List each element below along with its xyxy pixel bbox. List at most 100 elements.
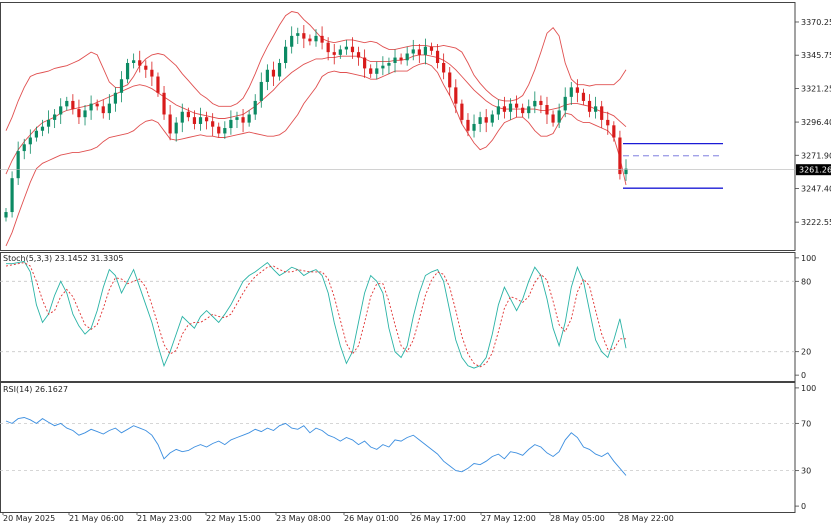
candle-body <box>387 62 391 66</box>
candle-body <box>125 62 130 80</box>
candle-body <box>83 110 87 118</box>
candle-body <box>606 119 610 126</box>
candle-body <box>180 111 184 123</box>
price-tick-label: 3345.75 <box>801 51 831 60</box>
candle-body <box>350 46 355 53</box>
candle-body <box>338 49 342 55</box>
candle-body <box>612 125 616 138</box>
candle-body <box>587 100 592 112</box>
candle-body <box>411 49 415 54</box>
candle-body <box>241 117 245 123</box>
time-tick-label: 26 May 01:00 <box>344 514 399 523</box>
candle-body <box>521 107 525 114</box>
stoch-tick-label: 20 <box>801 348 811 357</box>
stochastic-label: Stoch(5,3,3) 23.1452 31.3305 <box>3 254 123 263</box>
candle-body <box>618 137 622 175</box>
rsi-line <box>5 417 627 476</box>
candle-body <box>53 114 57 120</box>
candle-body <box>132 60 136 63</box>
rsi-panel-frame <box>0 382 796 513</box>
stoch-tick-label: 100 <box>801 254 816 263</box>
time-tick-label: 23 May 08:00 <box>276 514 331 523</box>
candle-body <box>296 33 300 36</box>
candle-body <box>34 130 38 138</box>
candle-body <box>454 87 458 104</box>
candle-body <box>472 123 476 131</box>
stoch-tick-label: 80 <box>801 277 811 286</box>
candle-body <box>95 103 99 107</box>
candle-body <box>71 100 75 110</box>
time-tick-label: 22 May 15:00 <box>206 514 261 523</box>
candle-body <box>435 50 440 63</box>
current-price-box <box>796 164 831 176</box>
candle-body <box>192 117 197 124</box>
current-price-label: 3261.26 <box>799 166 831 175</box>
candle-body <box>138 60 142 66</box>
time-tick-label: 27 May 12:00 <box>481 514 536 523</box>
candle-body <box>204 117 209 122</box>
price-tick-label: 3321.25 <box>801 84 831 93</box>
stoch-signal-line <box>5 262 626 368</box>
candle-body <box>284 46 288 63</box>
rsi-tick-label: 30 <box>801 467 811 476</box>
price-tick-label: 3222.55 <box>801 218 831 227</box>
candle-body <box>113 92 118 104</box>
candle-body <box>363 57 367 69</box>
stoch-panel-frame <box>0 252 796 382</box>
time-tick-label: 21 May 23:00 <box>137 514 192 523</box>
candle-body <box>624 168 628 175</box>
candle-body <box>466 119 470 131</box>
candle-body <box>429 46 434 51</box>
stoch-main-line <box>6 260 627 369</box>
candle-body <box>375 68 379 74</box>
candle-body <box>484 117 488 123</box>
candle-body <box>344 46 348 50</box>
candle-body <box>399 57 403 61</box>
candle-body <box>563 96 567 111</box>
candle-body <box>478 117 482 124</box>
candle-body <box>77 109 81 118</box>
candle-body <box>235 117 239 120</box>
time-tick-label: 28 May 05:00 <box>550 514 605 523</box>
candle-body <box>10 178 14 213</box>
candle-body <box>211 121 215 127</box>
price-tick-label: 3271.90 <box>801 151 831 160</box>
time-tick-label: 20 May 2025 <box>3 514 55 523</box>
candle-body <box>502 106 507 112</box>
bollinger-lower-band <box>5 62 627 247</box>
price-tick-label: 3247.40 <box>801 184 831 193</box>
candle-body <box>533 100 537 107</box>
time-tick-label: 28 May 22:00 <box>619 514 674 523</box>
rsi-label: RSI(14) 26.1627 <box>3 385 68 394</box>
rsi-tick-label: 100 <box>801 384 816 393</box>
candle-body <box>271 69 276 77</box>
candle-body <box>253 100 257 115</box>
rsi-tick-label: 0 <box>801 502 806 511</box>
candle-body <box>356 52 361 58</box>
candle-body <box>417 49 421 55</box>
candle-body <box>259 81 263 101</box>
candle-body <box>539 100 543 105</box>
candle-body <box>557 110 561 123</box>
candle-body <box>594 106 598 112</box>
candle-body <box>581 92 586 101</box>
bollinger-mid-band <box>5 54 627 175</box>
candle-body <box>460 103 464 120</box>
candle-body <box>229 119 233 129</box>
candle-body <box>119 79 124 93</box>
candle-body <box>101 106 105 114</box>
candle-body <box>569 87 573 97</box>
candle-body <box>514 103 519 108</box>
candle-body <box>575 87 579 93</box>
candle-body <box>156 76 160 93</box>
candle-body <box>314 35 318 42</box>
price-tick-label: 3296.40 <box>801 118 831 127</box>
candle-body <box>277 62 282 77</box>
candle-body <box>144 65 148 70</box>
candle-body <box>22 144 26 152</box>
candle-body <box>527 106 531 114</box>
candle-body <box>490 114 494 123</box>
candle-body <box>508 103 513 112</box>
